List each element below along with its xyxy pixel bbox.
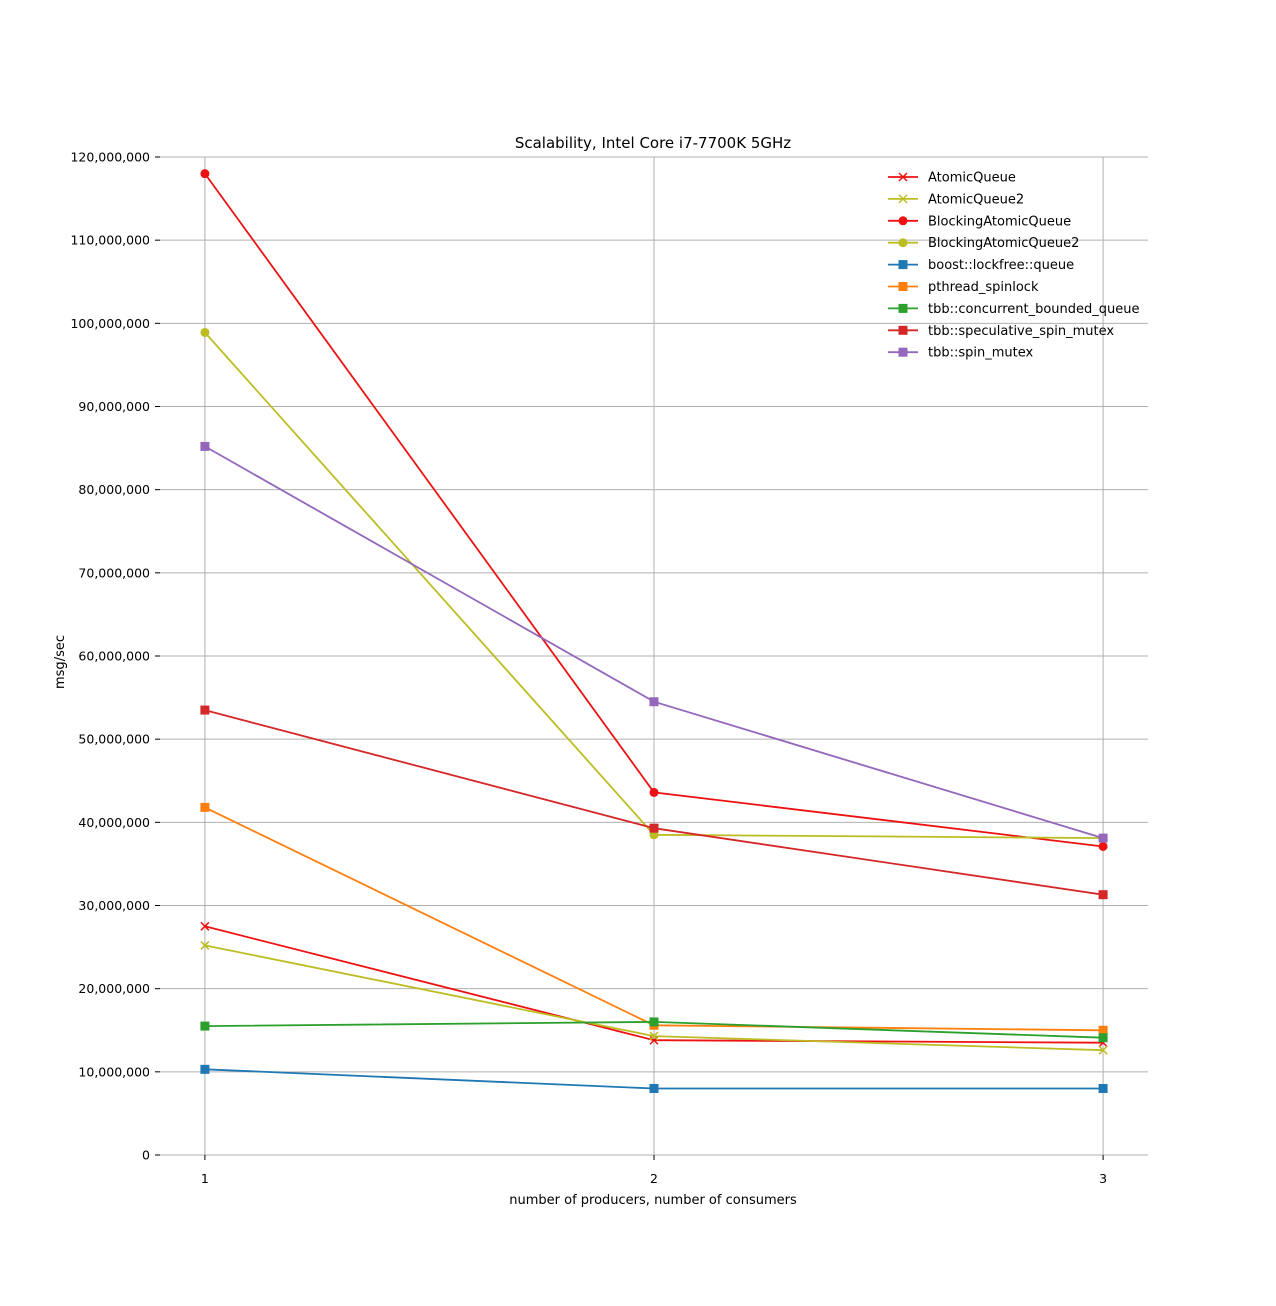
legend-label: BlockingAtomicQueue2 (928, 236, 1079, 251)
legend-label: AtomicQueue (928, 171, 1016, 186)
legend-marker (898, 282, 908, 291)
data-point (649, 1083, 659, 1093)
series-layer (200, 169, 1108, 1093)
y-tick-label: 120,000,000 (70, 150, 150, 165)
data-point (649, 1035, 659, 1045)
legend-item: BlockingAtomicQueue (888, 214, 1071, 229)
legend-label: tbb::spin_mutex (928, 346, 1034, 361)
legend-label: tbb::speculative_spin_mutex (928, 324, 1114, 339)
legend-item: AtomicQueue2 (888, 192, 1024, 207)
data-point (1098, 1033, 1108, 1043)
x-tick-label: 3 (1099, 1171, 1107, 1186)
data-point (649, 1017, 659, 1027)
y-axis-label: msg/sec (53, 635, 68, 689)
y-tick-label: 50,000,000 (78, 732, 150, 747)
data-point (1098, 1083, 1108, 1093)
data-point (1098, 890, 1108, 900)
chart-title: Scalability, Intel Core i7-7700K 5GHz (515, 134, 791, 152)
y-tick-label: 80,000,000 (78, 482, 150, 497)
y-tick-label: 10,000,000 (78, 1064, 150, 1079)
legend-item: BlockingAtomicQueue2 (888, 236, 1079, 251)
legend-marker (898, 238, 908, 248)
series-7 (200, 705, 1108, 900)
data-point (1098, 1045, 1108, 1055)
series-8 (200, 441, 1108, 843)
axes: 0 10,000,000 20,000,000 30,000,000 40,000,00… (70, 150, 1107, 1187)
legend-marker (898, 216, 908, 226)
legend: AtomicQueue AtomicQueue2 BlockingAtomicQue… (888, 171, 1140, 361)
legend-label: BlockingAtomicQueue (928, 214, 1071, 229)
y-tick-label: 70,000,000 (78, 565, 150, 580)
y-tick-label: 30,000,000 (78, 898, 150, 913)
legend-label: AtomicQueue2 (928, 192, 1024, 207)
legend-item: tbb::spin_mutex (888, 346, 1034, 361)
data-point (1098, 841, 1108, 851)
x-tick-label: 2 (650, 1171, 658, 1186)
data-point (200, 705, 210, 715)
data-point (200, 1021, 210, 1031)
legend-marker (898, 194, 908, 204)
data-point (200, 940, 210, 950)
x-tick-label: 1 (201, 1171, 209, 1186)
legend-item: tbb::concurrent_bounded_queue (888, 302, 1140, 317)
grid (160, 156, 1148, 1156)
y-tick-label: 20,000,000 (78, 981, 150, 996)
series-1 (200, 940, 1108, 1055)
legend-item: boost::lockfree::queue (888, 258, 1074, 273)
series-4 (200, 1064, 1108, 1093)
legend-marker (898, 172, 908, 182)
data-point (1098, 833, 1108, 843)
data-point (1098, 1025, 1108, 1035)
data-point (649, 823, 659, 833)
y-tick-label: 40,000,000 (78, 815, 150, 830)
legend-label: pthread_spinlock (928, 280, 1039, 295)
data-point (200, 327, 210, 337)
legend-label: boost::lockfree::queue (928, 258, 1074, 273)
legend-item: pthread_spinlock (888, 280, 1039, 295)
legend-marker (898, 260, 908, 270)
legend-marker (898, 303, 908, 313)
data-point (200, 441, 210, 451)
data-point (200, 169, 210, 179)
y-tick-label: 110,000,000 (70, 233, 150, 248)
series-2 (200, 169, 1108, 851)
y-tick-label: 90,000,000 (78, 399, 150, 414)
y-tick-label: 0 (142, 1148, 150, 1163)
legend-label: tbb::concurrent_bounded_queue (928, 302, 1140, 317)
data-point (649, 697, 659, 707)
y-tick-label: 100,000,000 (70, 316, 150, 331)
legend-item: AtomicQueue (888, 171, 1016, 186)
data-point (649, 787, 659, 797)
legend-marker (898, 347, 908, 357)
data-point (649, 1031, 659, 1041)
y-tick-label: 60,000,000 (78, 649, 150, 664)
data-point (200, 802, 210, 812)
x-axis-label: number of producers, number of consumers (509, 1193, 797, 1208)
series-6 (200, 1017, 1108, 1043)
legend-item: tbb::speculative_spin_mutex (888, 324, 1114, 339)
data-point (200, 921, 210, 931)
data-point (200, 1064, 210, 1074)
legend-marker (898, 325, 908, 335)
